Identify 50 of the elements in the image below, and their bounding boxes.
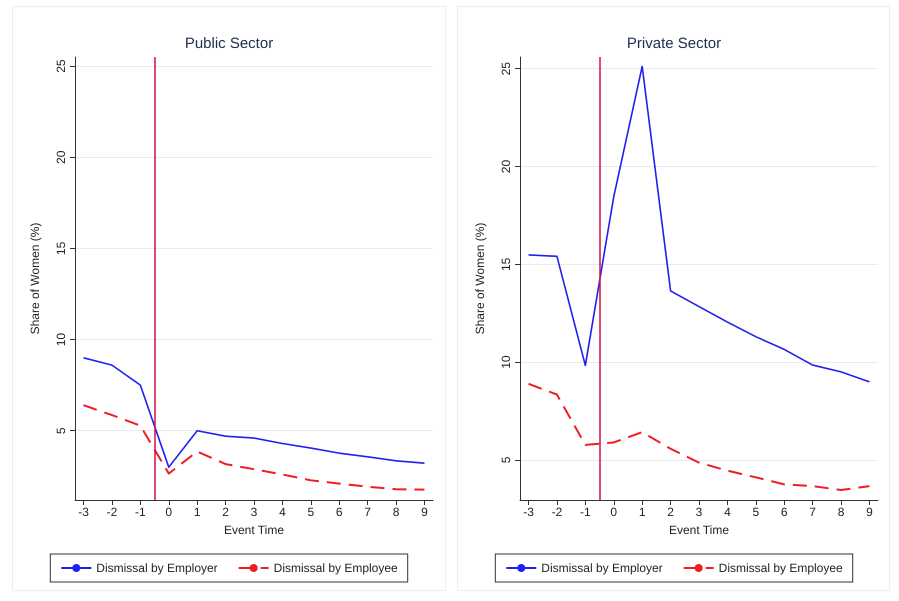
- x-tick-label: 3: [250, 505, 258, 519]
- x-tick-label: 0: [610, 505, 617, 519]
- y-tick-label: 5: [498, 456, 512, 464]
- legend-label: Dismissal by Employee: [718, 561, 843, 575]
- x-axis-title: Event Time: [668, 523, 729, 537]
- x-tick-label: 6: [780, 505, 788, 519]
- x-tick-label: 5: [307, 505, 314, 519]
- x-axis-title: Event Time: [224, 523, 284, 537]
- y-tick-label: 15: [54, 241, 68, 256]
- y-tick-label: 5: [54, 427, 68, 434]
- x-tick-label: 4: [279, 505, 286, 519]
- line-series: [82, 357, 426, 468]
- x-tick-label: 3: [695, 505, 702, 519]
- x-tick-label: 7: [364, 505, 372, 519]
- x-tick-label: -2: [106, 505, 118, 519]
- x-tick-label: 2: [666, 505, 674, 519]
- x-tick-label: -1: [135, 505, 146, 519]
- chart-title: Public Sector: [184, 35, 274, 52]
- x-tick-label: 7: [808, 505, 816, 519]
- x-tick-label: 2: [222, 505, 230, 519]
- x-tick-label: 4: [724, 505, 731, 519]
- line-series: [527, 382, 870, 492]
- y-tick-label: 15: [498, 257, 512, 271]
- x-tick-label: 5: [752, 505, 759, 519]
- x-tick-label: 8: [837, 505, 844, 519]
- x-tick-label: 6: [336, 505, 343, 519]
- x-tick-label: -2: [551, 505, 562, 519]
- x-tick-label: -3: [522, 505, 534, 519]
- y-tick-label: 25: [54, 59, 68, 73]
- y-tick-label: 10: [498, 355, 512, 369]
- legend-label: Dismissal by Employer: [540, 561, 662, 575]
- legend-label: Dismissal by Employee: [274, 561, 398, 575]
- y-tick-label: 25: [498, 62, 512, 76]
- y-tick-label: 10: [54, 332, 68, 346]
- line-series: [527, 66, 870, 383]
- legend-label: Dismissal by Employer: [96, 561, 218, 575]
- x-tick-label: 1: [194, 505, 201, 519]
- y-axis-title: Share of Women (%): [472, 222, 486, 334]
- y-tick-label: 20: [498, 160, 512, 174]
- chart-title: Private Sector: [626, 35, 721, 52]
- y-axis-title: Share of Women (%): [28, 222, 42, 334]
- x-tick-label: -3: [78, 505, 90, 519]
- line-series: [82, 404, 426, 491]
- x-tick-label: 9: [866, 505, 873, 519]
- x-tick-label: -1: [580, 505, 591, 519]
- x-tick-label: 1: [638, 505, 646, 519]
- x-tick-label: 8: [392, 505, 400, 519]
- y-tick-label: 20: [54, 150, 68, 164]
- x-tick-label: 9: [421, 505, 428, 519]
- x-tick-label: 0: [165, 505, 172, 519]
